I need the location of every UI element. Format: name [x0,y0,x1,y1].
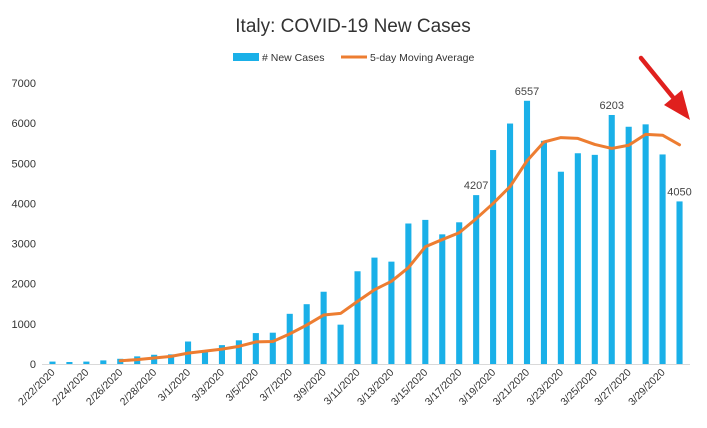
moving-average-series [118,132,682,363]
bar [659,154,666,364]
y-tick-label: 3000 [12,239,36,251]
bar [49,361,56,364]
bar [83,361,90,364]
bar [676,201,683,364]
bar [439,234,446,364]
bar [354,271,361,364]
bar [574,153,581,364]
red-arrow-annotation [638,55,690,120]
legend-label-new-cases: # New Cases [262,52,324,64]
bar [388,261,395,364]
x-tick-label: 3/3/2020 [190,367,227,404]
bar [269,332,276,364]
bar [507,123,514,364]
bar [625,126,632,364]
moving-average-line [118,132,682,363]
bar [218,345,225,364]
x-tick-label: 3/7/2020 [257,367,294,404]
y-tick-label: 4000 [12,198,36,210]
y-tick-label: 7000 [12,78,36,90]
data-label: 4207 [464,180,488,192]
y-tick-label: 6000 [12,118,36,130]
bar [608,114,615,365]
bar-series [49,100,683,365]
data-label: 6203 [599,100,623,112]
bar [456,222,463,364]
legend-label-moving-average: 5-day Moving Average [370,52,474,64]
bar [490,150,497,364]
data-label: 6557 [515,86,539,98]
bar [473,195,480,364]
bar [66,361,73,364]
x-axis: 2/22/20202/24/20202/26/20202/28/20203/1/… [16,367,668,409]
data-labels: 4207 6557 6203 4050 [464,86,692,199]
bar [201,350,209,364]
chart-title: Italy: COVID-19 New Cases [235,16,470,37]
legend-swatch-bars [233,53,259,61]
bar [523,100,531,364]
y-tick-label: 1000 [12,319,36,331]
bar [422,219,429,364]
bar [540,140,547,364]
legend: # New Cases 5-day Moving Average [233,52,474,64]
y-tick-label: 5000 [12,158,36,170]
bar [591,154,598,364]
bar [320,291,327,364]
bar [252,333,259,364]
bar [371,257,378,364]
bar [286,313,293,364]
x-tick-label: 3/5/2020 [224,367,261,404]
x-tick-label: 3/1/2020 [156,367,193,404]
y-axis: 0 1000 2000 3000 4000 5000 6000 7000 [12,78,36,371]
bar [303,304,310,364]
bar [168,354,175,364]
bar [642,124,649,364]
x-tick-label: 3/29/2020 [626,367,668,409]
bar [337,324,344,364]
x-tick-label: 2/28/2020 [118,367,160,409]
bar [235,340,242,364]
y-tick-label: 2000 [12,279,36,291]
arrow-head [664,90,690,120]
bar [405,223,412,364]
bar [557,171,564,364]
bar [100,360,107,364]
arrow-shaft [638,55,679,104]
y-tick-label: 0 [30,359,36,371]
data-label: 4050 [667,186,691,198]
